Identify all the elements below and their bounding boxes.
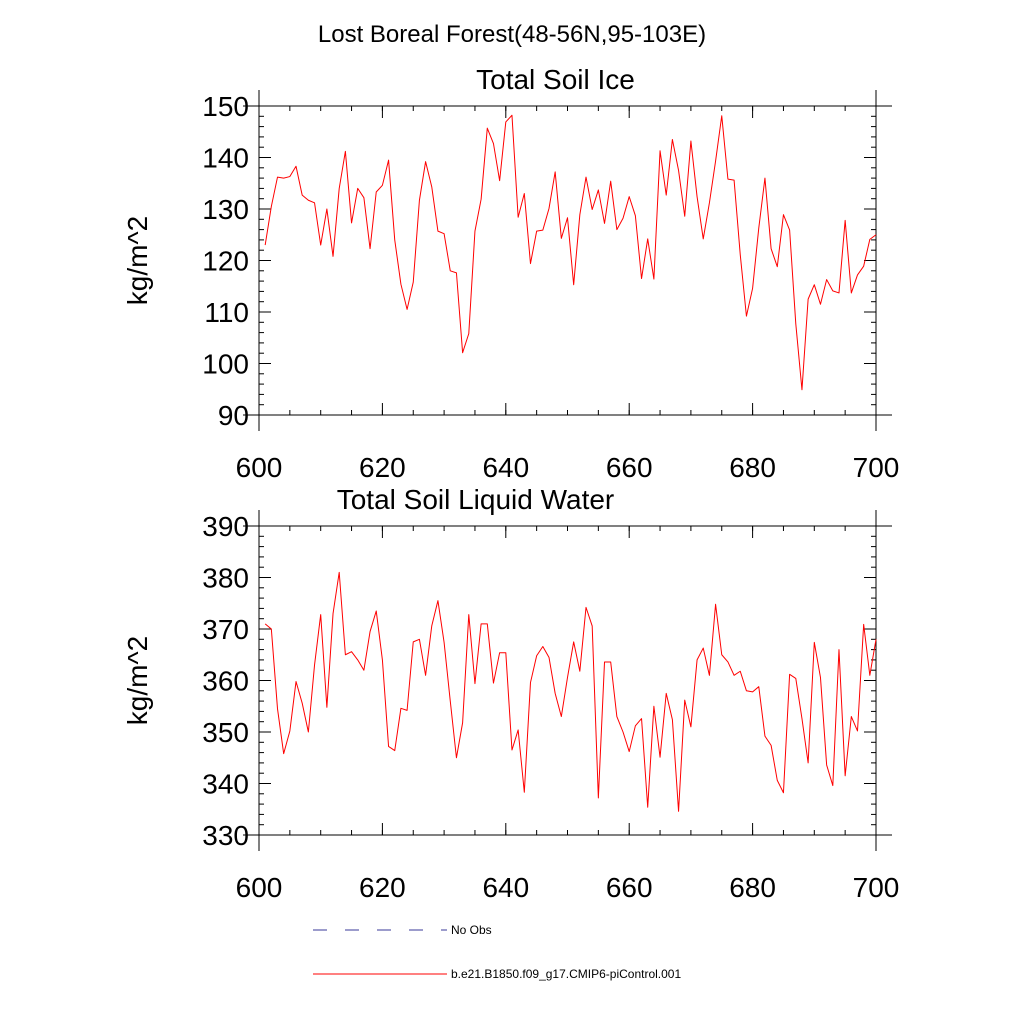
chart-panels: 600 620 640 660 680 700 90 100 110 120 130 140 150 To… bbox=[122, 64, 899, 903]
x-tick-label: 680 bbox=[729, 452, 776, 483]
x-tick-label: 680 bbox=[729, 872, 776, 903]
y-tick-label: 130 bbox=[202, 194, 249, 225]
y-tick-label: 100 bbox=[202, 349, 249, 380]
y-tick-label: 90 bbox=[218, 400, 249, 431]
y-tick-label: 390 bbox=[202, 511, 249, 542]
chart-title: Total Soil Ice bbox=[476, 64, 635, 95]
legend: No Obs b.e21.B1850.f09_g17.CMIP6-piContr… bbox=[313, 923, 681, 981]
x-tick-label: 700 bbox=[853, 872, 900, 903]
y-tick-label: 370 bbox=[202, 614, 249, 645]
y-tick-label: 110 bbox=[204, 297, 249, 328]
legend-label-no-obs: No Obs bbox=[451, 923, 492, 937]
y-tick-label: 120 bbox=[202, 246, 249, 277]
panel-1: 600 620 640 660 680 700 90 100 110 120 130 140 150 To… bbox=[122, 64, 899, 483]
y-tick-label: 360 bbox=[202, 666, 249, 697]
y-axis-label: kg/m^2 bbox=[122, 216, 153, 305]
x-tick-label: 600 bbox=[236, 452, 283, 483]
y-axis-label: kg/m^2 bbox=[122, 636, 153, 725]
x-tick-label: 660 bbox=[606, 872, 653, 903]
x-tick-label: 600 bbox=[236, 872, 283, 903]
series-line-1 bbox=[264, 114, 877, 391]
panel-2: 600 620 640 660 680 700 330 340 350 360 370 380 390 T… bbox=[122, 484, 899, 903]
y-tick-label: 140 bbox=[202, 143, 249, 174]
y-tick-label: 350 bbox=[202, 717, 249, 748]
y-tick-label: 330 bbox=[202, 820, 249, 851]
x-tick-label: 700 bbox=[853, 452, 900, 483]
x-tick-label: 620 bbox=[359, 872, 406, 903]
series-line-1 bbox=[264, 571, 877, 812]
x-tick-label: 620 bbox=[359, 452, 406, 483]
y-tick-label: 150 bbox=[202, 91, 249, 122]
y-tick-label: 380 bbox=[202, 563, 249, 594]
x-tick-label: 640 bbox=[482, 872, 529, 903]
page-title: Lost Boreal Forest(48-56N,95-103E) bbox=[318, 21, 706, 48]
x-tick-label: 640 bbox=[482, 452, 529, 483]
y-tick-label: 340 bbox=[202, 769, 249, 800]
x-tick-label: 660 bbox=[606, 452, 653, 483]
chart-title: Total Soil Liquid Water bbox=[337, 484, 615, 515]
legend-label-model: b.e21.B1850.f09_g17.CMIP6-piControl.001 bbox=[451, 967, 681, 981]
